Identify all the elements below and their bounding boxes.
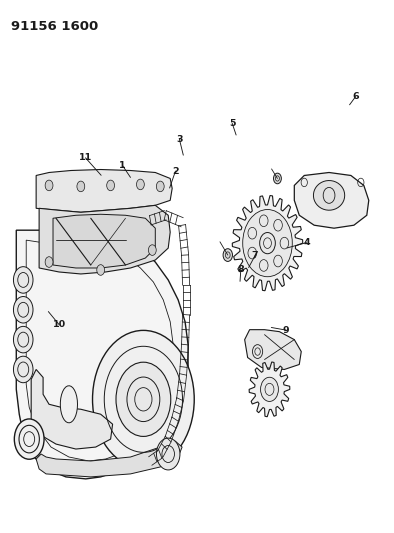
Text: 2: 2	[172, 166, 179, 175]
Text: 1: 1	[119, 161, 126, 170]
Text: 11: 11	[79, 154, 92, 163]
Circle shape	[14, 419, 44, 459]
Text: 8: 8	[238, 265, 244, 274]
Polygon shape	[39, 205, 170, 274]
Circle shape	[156, 181, 164, 192]
Circle shape	[149, 245, 156, 255]
Circle shape	[136, 179, 144, 190]
Polygon shape	[249, 362, 290, 417]
Circle shape	[97, 265, 104, 275]
Circle shape	[243, 209, 292, 277]
Circle shape	[260, 377, 279, 401]
Text: 6: 6	[352, 92, 359, 101]
Text: 7: 7	[252, 252, 258, 261]
Text: 5: 5	[229, 119, 236, 128]
Polygon shape	[314, 181, 345, 210]
Circle shape	[223, 249, 232, 261]
Circle shape	[273, 173, 281, 184]
Polygon shape	[53, 214, 155, 268]
Polygon shape	[36, 441, 182, 477]
Circle shape	[13, 326, 33, 353]
Polygon shape	[232, 196, 303, 290]
Circle shape	[13, 266, 33, 293]
Circle shape	[77, 181, 85, 192]
Circle shape	[116, 362, 171, 437]
Circle shape	[45, 180, 53, 191]
Polygon shape	[36, 169, 172, 212]
Polygon shape	[16, 228, 188, 479]
Polygon shape	[60, 386, 78, 423]
Circle shape	[13, 296, 33, 323]
Polygon shape	[245, 330, 301, 369]
Circle shape	[13, 356, 33, 383]
Circle shape	[45, 257, 53, 268]
Polygon shape	[294, 173, 369, 228]
Text: 10: 10	[53, 320, 66, 329]
Circle shape	[156, 438, 180, 470]
Polygon shape	[31, 369, 113, 449]
Circle shape	[93, 330, 194, 468]
Text: 91156 1600: 91156 1600	[11, 20, 98, 33]
Text: 9: 9	[283, 326, 290, 335]
Text: 4: 4	[303, 238, 310, 247]
Circle shape	[107, 180, 115, 191]
Text: 3: 3	[176, 135, 183, 144]
